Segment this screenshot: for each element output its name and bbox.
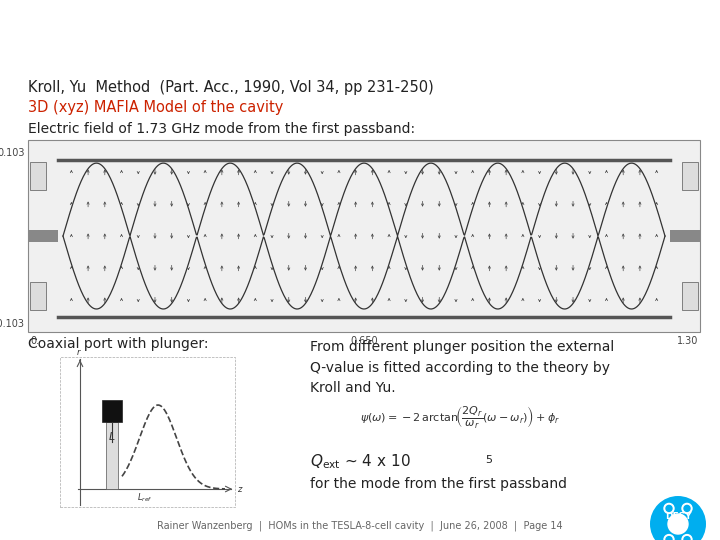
Bar	[102, 400, 122, 422]
Text: 1.30: 1.30	[677, 336, 698, 346]
Text: Kroll, Yu  Method  (Part. Acc., 1990, Vol 34, pp 231-250): Kroll, Yu Method (Part. Acc., 1990, Vol …	[28, 80, 433, 95]
Text: 0.650: 0.650	[350, 336, 378, 346]
Circle shape	[666, 505, 672, 511]
Circle shape	[684, 505, 690, 511]
Text: 0.103: 0.103	[0, 148, 25, 158]
Text: 5: 5	[485, 455, 492, 465]
Text: 3D (xyz) MAFIA Model of the cavity: 3D (xyz) MAFIA Model of the cavity	[28, 100, 284, 115]
Text: -0.103: -0.103	[0, 319, 25, 329]
Circle shape	[668, 514, 688, 534]
Text: z: z	[237, 484, 241, 494]
Text: r: r	[76, 348, 80, 357]
Bar	[30, 162, 46, 190]
Bar	[106, 422, 118, 489]
Bar	[28, 140, 700, 332]
Circle shape	[666, 537, 672, 540]
Text: L: L	[109, 432, 115, 442]
Text: Rainer Wanzenberg  |  HOMs in the TESLA-8-cell cavity  |  June 26, 2008  |  Page: Rainer Wanzenberg | HOMs in the TESLA-8-…	[157, 520, 563, 530]
Circle shape	[650, 496, 706, 540]
Text: Electric field of 1.73 GHz mode from the first passband:: Electric field of 1.73 GHz mode from the…	[28, 122, 415, 136]
Bar	[60, 357, 235, 507]
Bar	[670, 230, 700, 242]
Bar	[30, 282, 46, 310]
Text: $\psi(\omega) = -2\,\mathrm{arctan}\!\left(\dfrac{2Q_r}{\omega_r}(\omega-\omega_: $\psi(\omega) = -2\,\mathrm{arctan}\!\le…	[360, 404, 560, 430]
Text: $Q_{\mathregular{ext}}$ ~ 4 x 10: $Q_{\mathregular{ext}}$ ~ 4 x 10	[310, 452, 410, 471]
Text: From different plunger position the external
Q-value is fitted according to the : From different plunger position the exte…	[310, 340, 614, 395]
Text: $L_{ref}$: $L_{ref}$	[137, 491, 153, 503]
Bar	[682, 162, 698, 190]
Bar	[28, 230, 58, 242]
Circle shape	[682, 535, 692, 540]
Bar	[682, 282, 698, 310]
Text: Estimation of external Q-values: Estimation of external Q-values	[9, 24, 382, 44]
Circle shape	[682, 503, 692, 514]
Text: Coaxial port with plunger:: Coaxial port with plunger:	[28, 337, 209, 351]
Circle shape	[664, 503, 674, 514]
Text: 0.: 0.	[30, 336, 39, 346]
Circle shape	[664, 535, 674, 540]
Text: DESY: DESY	[665, 511, 691, 521]
Text: for the mode from the first passband: for the mode from the first passband	[310, 477, 567, 491]
Circle shape	[684, 537, 690, 540]
